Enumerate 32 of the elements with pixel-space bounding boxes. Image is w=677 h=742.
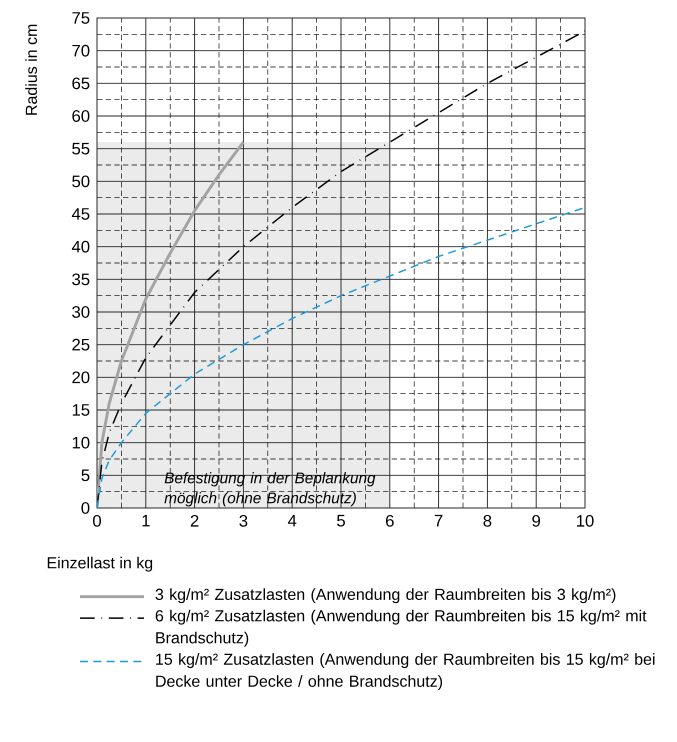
y-tick-label: 60 bbox=[72, 110, 90, 122]
x-tick-label: 7 bbox=[434, 514, 442, 526]
y-tick-label: 35 bbox=[72, 273, 90, 286]
x-tick-label: 10 bbox=[577, 514, 594, 527]
x-tick-label: 9 bbox=[532, 514, 540, 527]
y-tick-label: 30 bbox=[72, 306, 90, 318]
y-tick-label: 40 bbox=[72, 240, 90, 253]
y-tick-label: 50 bbox=[72, 175, 90, 188]
legend-label: 6 kg/m² Zusatzlasten (Anwendung der Raumbreiten bis 15 kg/m² mit Brandschutz) bbox=[156, 610, 646, 647]
y-tick-label: 15 bbox=[72, 404, 90, 416]
x-tick-label: 5 bbox=[337, 514, 345, 527]
x-tick-label: 8 bbox=[483, 514, 492, 527]
y-tick-label: 20 bbox=[72, 371, 90, 384]
x-axis-title: Einzellast in kg bbox=[48, 556, 152, 572]
y-tick-label: 5 bbox=[81, 470, 90, 482]
legend-label: 3 kg/m² Zusatzlasten (Anwendung der Raumbreiten bis 3 kg/m²) bbox=[156, 588, 616, 604]
y-tick-label: 70 bbox=[72, 44, 90, 57]
y-tick-label: 0 bbox=[81, 502, 90, 514]
y-axis-title: Radius in cm bbox=[25, 24, 37, 115]
y-tick-label: 55 bbox=[72, 142, 90, 154]
x-tick-label: 1 bbox=[142, 514, 150, 526]
y-tick-label: 65 bbox=[72, 77, 90, 90]
y-tick-label: 45 bbox=[72, 208, 90, 220]
x-tick-label: 0 bbox=[93, 514, 101, 527]
x-tick-label: 4 bbox=[288, 514, 296, 526]
legend-label: 15 kg/m² Zusatzlasten (Anwendung der Raumbreiten bis 15 kg/m² bei Decke unter Decke / ohne Brandschutz) bbox=[156, 653, 654, 690]
x-tick-label: 2 bbox=[190, 514, 198, 527]
x-tick-label: 6 bbox=[386, 514, 394, 527]
y-tick-label: 25 bbox=[72, 338, 90, 351]
y-tick-label: 75 bbox=[72, 12, 90, 24]
y-tick-label: 10 bbox=[72, 436, 90, 449]
x-tick-label: 3 bbox=[239, 514, 248, 527]
